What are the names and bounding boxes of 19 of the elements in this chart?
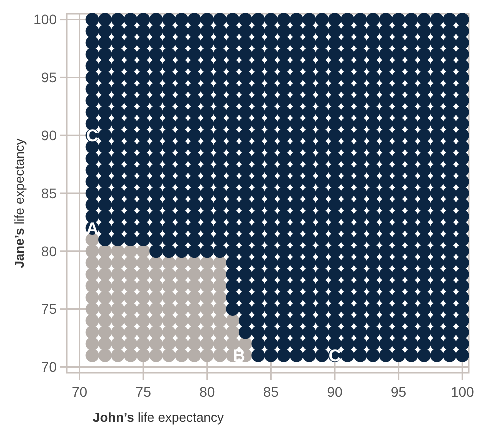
y-tick-label: 100 [34, 12, 58, 28]
y-tick-label: 85 [41, 185, 58, 202]
y-tick-label: 75 [41, 301, 58, 318]
annotation: C [328, 346, 342, 366]
x-tick-label: 90 [327, 384, 343, 400]
x-tick-label: 70 [72, 384, 88, 400]
y-tick-label: 90 [41, 127, 58, 144]
x-tick-label: 75 [136, 384, 152, 400]
x-axis-title: John’s life expectancy [93, 410, 225, 425]
x-tick-label: 100 [450, 384, 475, 400]
y-axis-title: Jane’s life expectancy [12, 138, 27, 268]
annotation: C [86, 126, 99, 146]
x-tick-label: 80 [200, 384, 216, 400]
y-tick-label: 95 [41, 70, 58, 86]
y-tick-label: 70 [41, 359, 58, 376]
y-tick-label: 80 [41, 243, 58, 260]
x-tick-label: 85 [263, 384, 280, 400]
x-tick-label: 95 [391, 384, 407, 400]
annotation: A [86, 219, 99, 238]
